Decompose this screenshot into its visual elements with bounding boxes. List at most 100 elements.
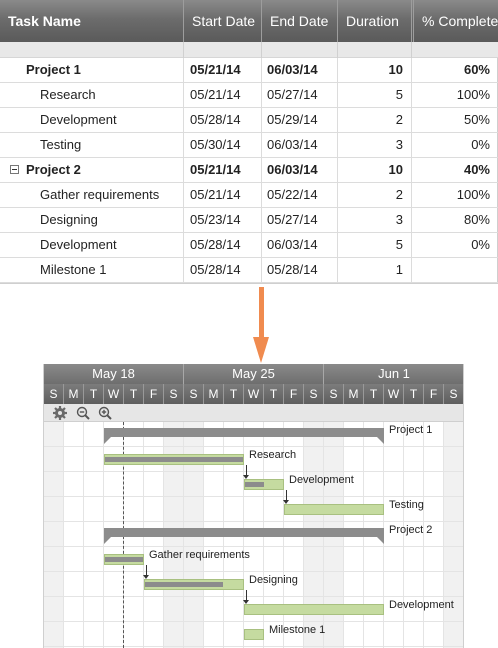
task-row[interactable]: Development 05/28/14 05/29/14 2 50% (0, 108, 498, 133)
task-row[interactable]: Designing 05/23/14 05/27/14 3 80% (0, 208, 498, 233)
row-divider (44, 521, 463, 522)
down-arrow-shaft (259, 287, 264, 339)
duration: 5 (337, 83, 411, 107)
task-name: Development (40, 112, 117, 127)
filter-row[interactable] (0, 42, 498, 58)
day-label: T (224, 384, 244, 404)
end-date: 05/28/14 (261, 258, 337, 282)
day-label: F (424, 384, 444, 404)
bar-label: Project 2 (389, 524, 433, 536)
bar-label: Testing (389, 499, 424, 511)
month-label: May 18 (44, 364, 184, 384)
dependency-link[interactable] (246, 590, 247, 600)
dependency-link[interactable] (146, 565, 147, 575)
day-label: W (104, 384, 124, 404)
zoom-in-icon[interactable] (97, 405, 113, 421)
bar-label: Project 1 (389, 424, 433, 436)
day-column (44, 422, 64, 648)
day-column (444, 422, 463, 648)
summary-bar[interactable] (104, 528, 384, 537)
day-column (84, 422, 104, 648)
task-bar[interactable] (244, 604, 384, 615)
percent-complete (411, 258, 498, 282)
zoom-out-icon[interactable] (75, 405, 91, 421)
column-header-task-name[interactable]: Task Name (8, 13, 81, 29)
gantt-toolbar (44, 404, 463, 422)
day-label: S (324, 384, 344, 404)
duration: 3 (337, 208, 411, 232)
progress-fill (105, 457, 243, 462)
summary-bar[interactable] (104, 428, 384, 437)
column-header-start-date[interactable]: Start Date (183, 0, 261, 42)
day-label: M (344, 384, 364, 404)
task-name: Gather requirements (40, 187, 160, 202)
start-date: 05/21/14 (183, 158, 261, 182)
day-label: S (164, 384, 184, 404)
summary-row[interactable]: Project 1 05/21/14 06/03/14 10 60% (0, 58, 498, 83)
column-header-duration[interactable]: Duration (337, 0, 411, 42)
task-grid: Task Name Start Date End Date Duration %… (0, 0, 498, 284)
start-date: 05/28/14 (183, 258, 261, 282)
dependency-link[interactable] (246, 465, 247, 475)
percent-complete: 100% (411, 83, 498, 107)
bar-label: Milestone 1 (269, 624, 326, 636)
bar-label: Designing (249, 574, 298, 586)
end-date: 05/27/14 (261, 208, 337, 232)
day-label: S (184, 384, 204, 404)
progress-fill (145, 582, 223, 587)
task-name: Milestone 1 (40, 262, 107, 277)
duration: 10 (337, 158, 411, 182)
dependency-arrow-icon (283, 500, 289, 504)
task-row[interactable]: Milestone 1 05/28/14 05/28/14 1 (0, 258, 498, 283)
day-label: T (264, 384, 284, 404)
day-column (384, 422, 404, 648)
duration: 2 (337, 108, 411, 132)
summary-row[interactable]: Project 2 05/21/14 06/03/14 10 40% (0, 158, 498, 183)
gear-icon[interactable] (52, 405, 68, 421)
task-name: Project 2 (26, 162, 81, 177)
task-row[interactable]: Testing 05/30/14 06/03/14 3 0% (0, 133, 498, 158)
day-label: W (244, 384, 264, 404)
collapse-icon[interactable] (10, 165, 19, 174)
bar-label: Research (249, 449, 297, 461)
dependency-arrow-icon (243, 600, 249, 604)
row-divider (44, 446, 463, 447)
month-label: Jun 1 (324, 364, 463, 384)
task-row[interactable]: Research 05/21/14 05/27/14 5 100% (0, 83, 498, 108)
percent-complete: 50% (411, 108, 498, 132)
column-header-end-date[interactable]: End Date (261, 0, 337, 42)
end-date: 05/22/14 (261, 183, 337, 207)
task-bar[interactable] (284, 504, 384, 515)
end-date: 05/29/14 (261, 108, 337, 132)
task-row[interactable]: Development 05/28/14 06/03/14 5 0% (0, 233, 498, 258)
duration: 5 (337, 233, 411, 257)
start-date: 05/28/14 (183, 233, 261, 257)
column-header-complete[interactable]: % Complete (411, 0, 498, 42)
day-label: M (204, 384, 224, 404)
task-row[interactable]: Gather requirements 05/21/14 05/22/14 2 100% (0, 183, 498, 208)
task-bar[interactable] (144, 579, 244, 590)
start-date: 05/21/14 (183, 83, 261, 107)
percent-complete: 0% (411, 133, 498, 157)
duration: 1 (337, 258, 411, 282)
task-name: Testing (40, 137, 82, 152)
day-label: S (444, 384, 463, 404)
bar-label: Development (289, 474, 354, 486)
down-arrow-icon (253, 337, 269, 363)
start-date: 05/28/14 (183, 108, 261, 132)
task-bar[interactable] (104, 554, 144, 565)
row-divider (44, 471, 463, 472)
task-name: Project 1 (26, 62, 81, 77)
task-bar[interactable] (104, 454, 244, 465)
day-label: T (364, 384, 384, 404)
day-label: S (304, 384, 324, 404)
milestone-bar[interactable] (244, 629, 264, 640)
day-column (404, 422, 424, 648)
task-bar[interactable] (244, 479, 284, 490)
day-label: W (384, 384, 404, 404)
start-date: 05/21/14 (183, 183, 261, 207)
dependency-link[interactable] (286, 490, 287, 500)
day-label: S (44, 384, 64, 404)
